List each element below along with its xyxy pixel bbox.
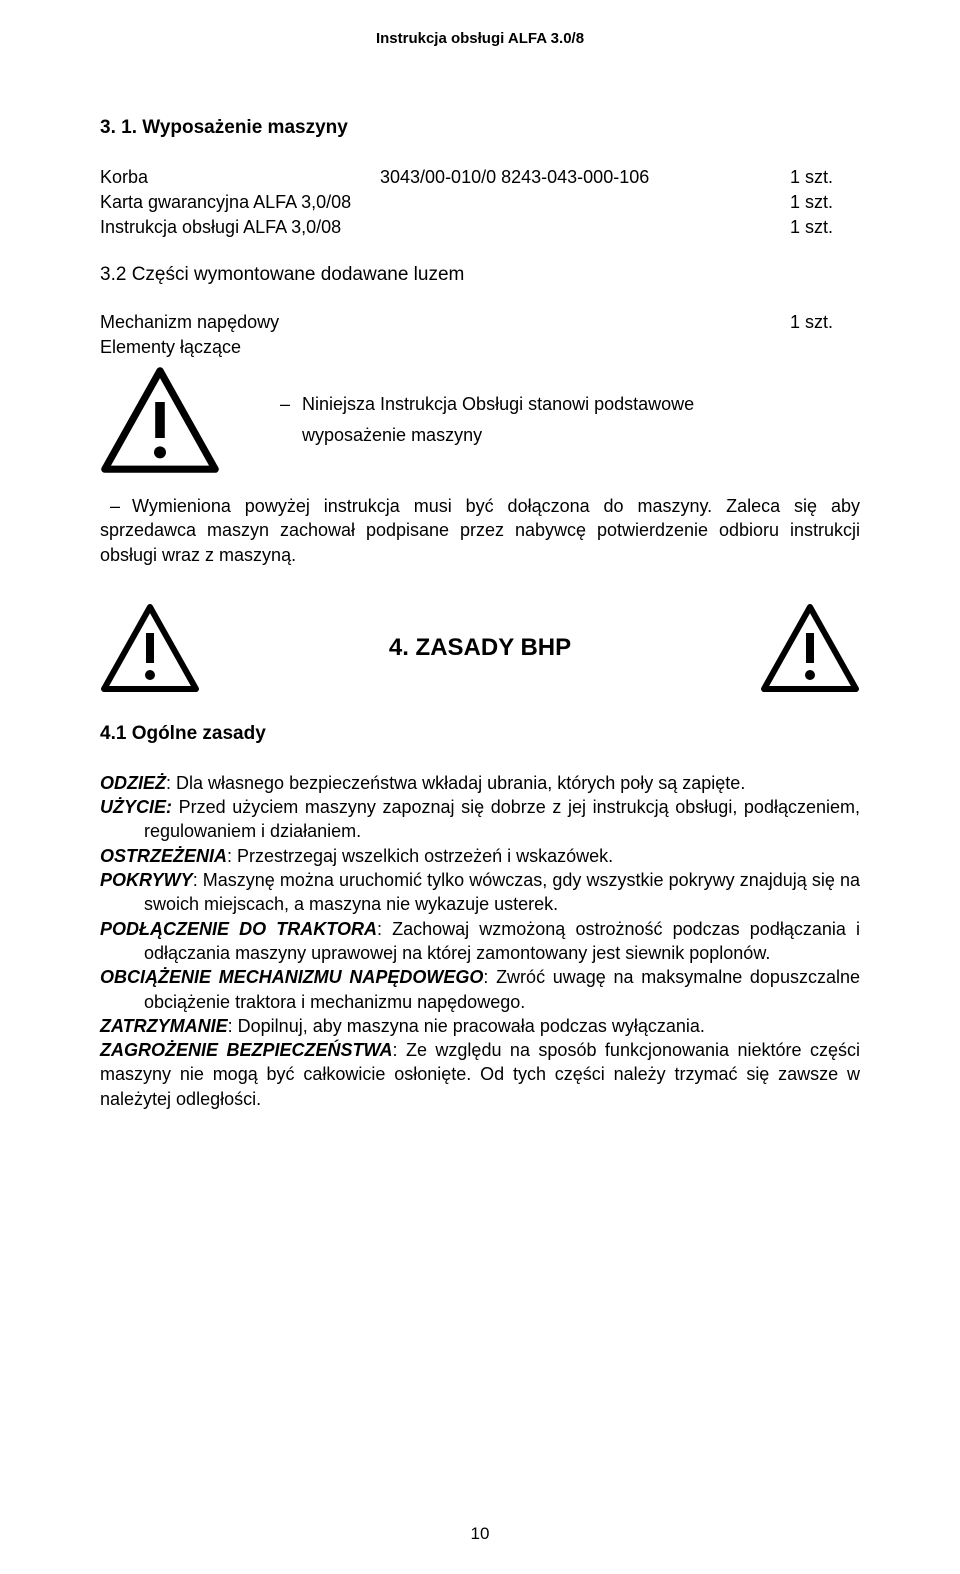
text-odziez: : Dla własnego bezpieczeństwa wkładaj ub… bbox=[166, 773, 745, 793]
label-uzycie: UŻYCIE: bbox=[100, 797, 172, 817]
parts-row: Elementy łączące bbox=[100, 337, 860, 358]
para-zagrozenie: ZAGROŻENIE BEZPIECZEŃSTWA: Ze względu na… bbox=[100, 1038, 860, 1111]
warning-block-1: –Niniejsza Instrukcja Obsługi stanowi po… bbox=[100, 366, 860, 474]
label-pokrywy: POKRYWY bbox=[100, 870, 193, 890]
parts-qty: 1 szt. bbox=[790, 312, 860, 333]
equipment-code: 3043/00-010/0 8243-043-000-106 bbox=[380, 167, 790, 188]
text-ostrzezenia: : Przestrzegaj wszelkich ostrzeżeń i wsk… bbox=[227, 846, 613, 866]
equipment-list: Korba 3043/00-010/0 8243-043-000-106 1 s… bbox=[100, 167, 860, 238]
label-ostrzezenia: OSTRZEŻENIA bbox=[100, 846, 227, 866]
para-odziez: ODZIEŻ: Dla własnego bezpieczeństwa wkła… bbox=[100, 771, 860, 795]
bullet-text: Wymieniona powyżej instrukcja musi być d… bbox=[100, 496, 860, 565]
warning-triangle-icon bbox=[100, 603, 200, 693]
equipment-label: Instrukcja obsługi ALFA 3,0/08 bbox=[100, 217, 660, 238]
equipment-label: Korba bbox=[100, 167, 380, 188]
para-pokrywy: POKRYWY: Maszynę można uruchomić tylko w… bbox=[100, 868, 860, 917]
parts-list: Mechanizm napędowy 1 szt. Elementy łączą… bbox=[100, 312, 860, 358]
parts-row: Mechanizm napędowy 1 szt. bbox=[100, 312, 860, 333]
bhp-title: 4. ZASADY BHP bbox=[200, 634, 760, 662]
warning-text-1: –Niniejsza Instrukcja Obsługi stanowi po… bbox=[220, 389, 860, 450]
body-paragraphs: ODZIEŻ: Dla własnego bezpieczeństwa wkła… bbox=[100, 771, 860, 1111]
parts-label: Elementy łączące bbox=[100, 337, 660, 358]
equipment-row: Instrukcja obsługi ALFA 3,0/08 1 szt. bbox=[100, 217, 860, 238]
para-zatrzymanie: ZATRZYMANIE: Dopilnuj, aby maszyna nie p… bbox=[100, 1014, 860, 1038]
bhp-section-header: 4. ZASADY BHP bbox=[100, 603, 860, 693]
bullet-dash: – bbox=[110, 494, 132, 518]
equipment-qty: 1 szt. bbox=[790, 167, 860, 188]
text-uzycie: Przed użyciem maszyny zapoznaj się dobrz… bbox=[144, 797, 860, 841]
warning-triangle-icon bbox=[760, 603, 860, 693]
section-3-2-title: 3.2 Części wymontowane dodawane luzem bbox=[100, 264, 860, 286]
para-uzycie: UŻYCIE: Przed użyciem maszyny zapoznaj s… bbox=[100, 795, 860, 844]
document-header: Instrukcja obsługi ALFA 3.0/8 bbox=[100, 30, 860, 47]
label-zatrzymanie: ZATRZYMANIE bbox=[100, 1016, 228, 1036]
para-obciazenie: OBCIĄŻENIE MECHANIZMU NAPĘDOWEGO: Zwróć … bbox=[100, 965, 860, 1014]
bullet-paragraph: –Wymieniona powyżej instrukcja musi być … bbox=[100, 494, 860, 567]
equipment-label: Karta gwarancyjna ALFA 3,0/08 bbox=[100, 192, 660, 213]
label-podlaczenie: PODŁĄCZENIE DO TRAKTORA bbox=[100, 919, 377, 939]
label-obciazenie: OBCIĄŻENIE MECHANIZMU NAPĘDOWEGO bbox=[100, 967, 483, 987]
para-ostrzezenia: OSTRZEŻENIA: Przestrzegaj wszelkich ostr… bbox=[100, 844, 860, 868]
label-odziez: ODZIEŻ bbox=[100, 773, 166, 793]
equipment-row: Karta gwarancyjna ALFA 3,0/08 1 szt. bbox=[100, 192, 860, 213]
warning-line-2: wyposażenie maszyny bbox=[280, 420, 860, 451]
parts-label: Mechanizm napędowy bbox=[100, 312, 660, 333]
warning-line-1: Niniejsza Instrukcja Obsługi stanowi pod… bbox=[302, 389, 694, 420]
equipment-row: Korba 3043/00-010/0 8243-043-000-106 1 s… bbox=[100, 167, 860, 188]
label-zagrozenie: ZAGROŻENIE BEZPIECZEŃSTWA bbox=[100, 1040, 392, 1060]
text-pokrywy: : Maszynę można uruchomić tylko wówczas,… bbox=[144, 870, 860, 914]
text-zatrzymanie: : Dopilnuj, aby maszyna nie pracowała po… bbox=[228, 1016, 705, 1036]
section-4-1-title: 4.1 Ogólne zasady bbox=[100, 723, 860, 745]
para-podlaczenie: PODŁĄCZENIE DO TRAKTORA: Zachowaj wzmożo… bbox=[100, 917, 860, 966]
section-3-1-title: 3. 1. Wyposażenie maszyny bbox=[100, 117, 860, 139]
equipment-qty: 1 szt. bbox=[790, 217, 860, 238]
equipment-qty: 1 szt. bbox=[790, 192, 860, 213]
warning-triangle-icon bbox=[100, 366, 220, 474]
page-number: 10 bbox=[0, 1524, 960, 1544]
